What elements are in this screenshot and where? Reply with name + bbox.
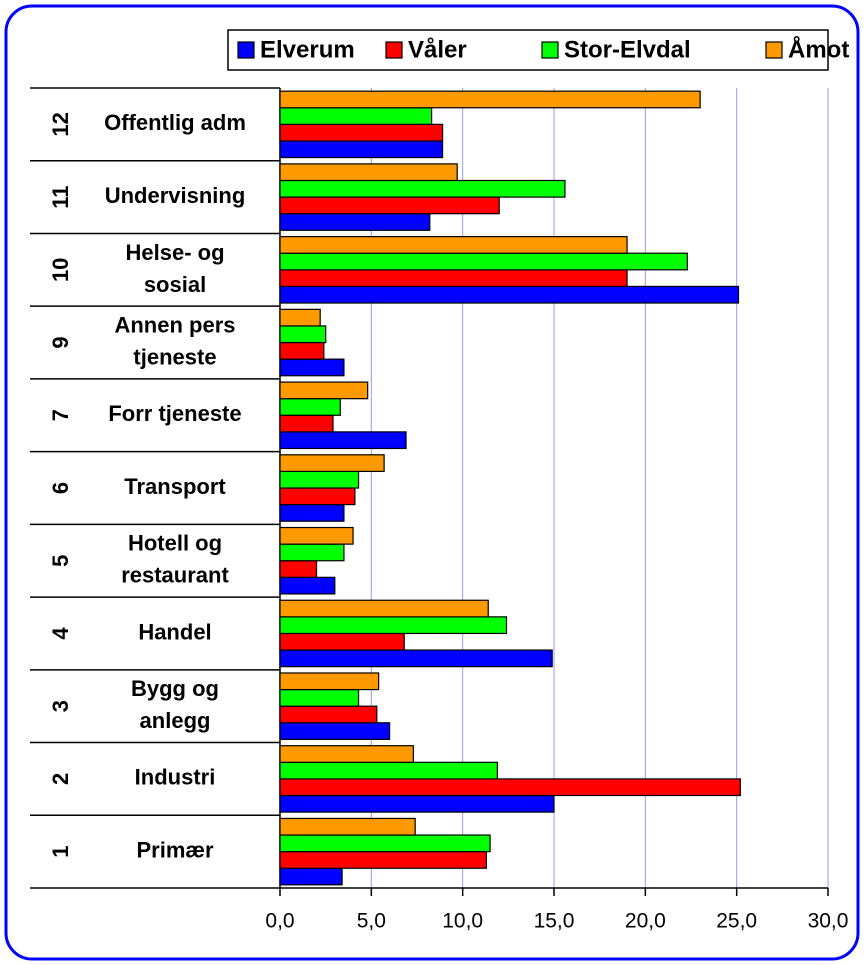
x-tick-label: 30,0 — [808, 910, 849, 933]
category-number: 4 — [48, 627, 73, 640]
bar — [279, 196, 500, 215]
bar — [279, 543, 345, 562]
bar — [279, 526, 354, 545]
bar — [279, 834, 491, 853]
category-number: 12 — [48, 112, 73, 136]
category-number: 3 — [48, 700, 73, 712]
bar — [279, 688, 360, 707]
bar — [279, 504, 345, 522]
category-label: Hotell og restaurant — [121, 531, 229, 588]
bar — [279, 576, 336, 595]
category-number: 1 — [48, 846, 73, 858]
legend-swatch — [237, 41, 255, 59]
bar — [279, 817, 416, 836]
legend-label: Åmot — [788, 35, 849, 63]
category-number: 11 — [48, 185, 73, 208]
bar — [279, 381, 369, 400]
bar — [279, 778, 741, 797]
category-number: 7 — [48, 409, 73, 421]
category-label: Bygg og anlegg — [131, 676, 219, 733]
bar — [279, 867, 343, 886]
category-number: 6 — [48, 482, 73, 494]
bar — [279, 140, 444, 159]
bar — [279, 649, 553, 668]
bar — [279, 722, 391, 740]
category-number: 2 — [48, 773, 73, 785]
x-tick-label: 25,0 — [716, 910, 757, 933]
category-label: Industri — [135, 765, 216, 790]
category-label: Annen pers tjeneste — [114, 312, 235, 369]
category-label: Helse- og sosial — [125, 240, 224, 297]
bar — [279, 107, 433, 125]
bar — [279, 672, 380, 691]
x-tick-label: 5,0 — [357, 910, 386, 933]
bar — [279, 163, 458, 182]
x-tick-label: 0,0 — [265, 910, 294, 933]
bar — [279, 308, 321, 327]
legend-swatch — [541, 41, 559, 59]
category-number: 5 — [48, 555, 73, 567]
bar — [279, 851, 488, 869]
bar — [279, 454, 385, 472]
bar — [279, 398, 341, 416]
bar — [279, 487, 356, 506]
category-label: Offentlig adm — [104, 110, 246, 135]
legend-box — [227, 29, 829, 71]
category-label: Forr tjeneste — [108, 401, 241, 426]
bar — [279, 213, 431, 231]
category-label: Undervisning — [105, 183, 246, 208]
x-tick-label: 20,0 — [625, 910, 666, 933]
bar — [279, 431, 407, 450]
bar — [279, 632, 405, 651]
bar — [279, 325, 327, 344]
legend-label: Elverum — [260, 36, 355, 63]
legend-label: Stor-Elvdal — [564, 36, 691, 63]
bar — [279, 269, 628, 288]
bar — [279, 794, 555, 813]
bar — [279, 236, 628, 254]
category-label: Primær — [136, 837, 213, 862]
legend-swatch — [385, 41, 403, 59]
bar — [279, 285, 740, 304]
bar — [279, 341, 325, 360]
legend-label: Våler — [408, 36, 467, 63]
x-tick-label: 10,0 — [442, 910, 483, 933]
bar — [279, 90, 701, 109]
bar — [279, 616, 508, 635]
category-label: Transport — [124, 474, 226, 499]
bar — [279, 252, 688, 271]
bar — [279, 599, 489, 618]
bar — [279, 470, 360, 489]
bar — [279, 414, 334, 433]
x-tick-label: 15,0 — [534, 910, 575, 933]
bar — [279, 705, 378, 724]
bar — [279, 560, 318, 578]
category-label: Handel — [138, 619, 211, 644]
category-number: 10 — [48, 258, 73, 282]
bar — [279, 179, 566, 198]
category-number: 9 — [48, 336, 73, 348]
bar — [279, 358, 345, 377]
bar — [279, 761, 498, 780]
bar — [279, 745, 414, 763]
legend-swatch — [765, 41, 783, 59]
bar — [279, 123, 444, 142]
